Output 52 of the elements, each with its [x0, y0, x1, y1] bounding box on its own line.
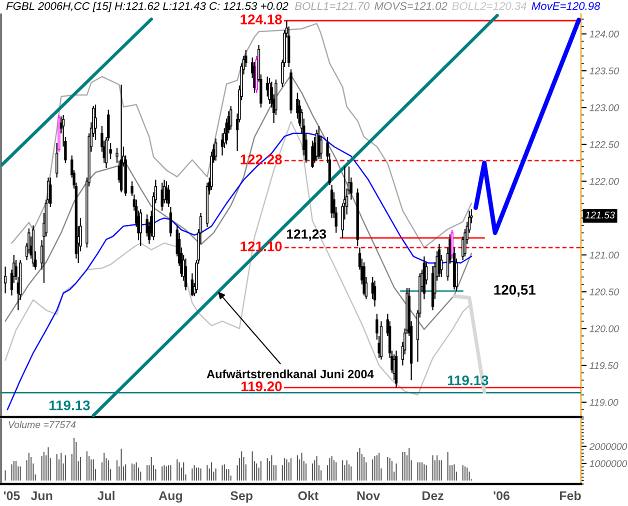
x-tick-label: Nov: [357, 491, 380, 500]
x-tick-label: Feb: [560, 490, 581, 500]
x-tick-label: Jul: [97, 490, 114, 500]
candlestick: [139, 208, 142, 247]
candlestick: [109, 142, 112, 160]
text: MovE=120.98: [532, 2, 600, 10]
y-tick-label: 119.50: [590, 362, 618, 370]
candlestick: [268, 78, 271, 104]
candlestick: [167, 184, 170, 208]
y-tick-label: 120.50: [590, 288, 619, 296]
y-tick-label: 122.50: [590, 141, 619, 148]
y-tick-label: 121.00: [590, 252, 619, 259]
candlestick: [184, 258, 188, 291]
y-tick-label: 119.00: [590, 399, 618, 406]
line-series: [4, 74, 472, 330]
annotation: 121,23: [286, 229, 326, 241]
chart-title: Volume =77574: [8, 420, 76, 428]
candlestick: [450, 229, 454, 260]
candlestick: [214, 138, 218, 162]
ref-line-label: 119.13: [448, 375, 488, 386]
x-tick-label: Dez: [422, 491, 444, 500]
x-tick-label: '06: [494, 491, 510, 500]
x-tick-label: Jun: [30, 491, 52, 500]
x-tick-label: Aug: [158, 491, 182, 503]
text: 119.13: [49, 400, 90, 410]
text: MOVS=121.02: [374, 2, 448, 10]
candlestick: [230, 106, 232, 130]
annotation: 121.53: [585, 212, 615, 218]
y-tick-label: 123.50: [590, 67, 619, 74]
y-tick-label: 2000000: [589, 443, 628, 450]
candlestick: [253, 61, 256, 94]
y-tick-label: 120.00: [590, 325, 619, 332]
x-tick-label: Okt: [298, 490, 318, 500]
candlestick: [94, 104, 97, 141]
annotation: Aufwärtstrendkanal Juni 2004: [206, 370, 374, 378]
y-tick-label: 122.00: [590, 178, 619, 185]
line-series: [474, 18, 581, 236]
candlestick: [4, 266, 7, 294]
x-tick-label: '05: [4, 491, 20, 500]
ref-line-label: 119.20: [241, 381, 282, 392]
ref-line-label: 124.18: [240, 14, 282, 24]
y-tick-label: 123.00: [590, 104, 619, 112]
candlestick: [311, 140, 314, 169]
candlestick: [169, 206, 172, 238]
series-label: BOLL1=121.70: [294, 2, 370, 10]
chart-title: FGBL 2006H,CC [15] H:121.62 L:121.43 C: 121.53 +0.02: [6, 2, 288, 12]
y-tick-label: 124.00: [590, 30, 619, 38]
x-tick-label: Sep: [230, 491, 253, 503]
y-tick-label: 1000000: [590, 460, 628, 468]
annotation: 120,51: [494, 284, 536, 297]
text: BOLL2=120.34: [452, 2, 526, 10]
candlestick: [373, 280, 376, 308]
